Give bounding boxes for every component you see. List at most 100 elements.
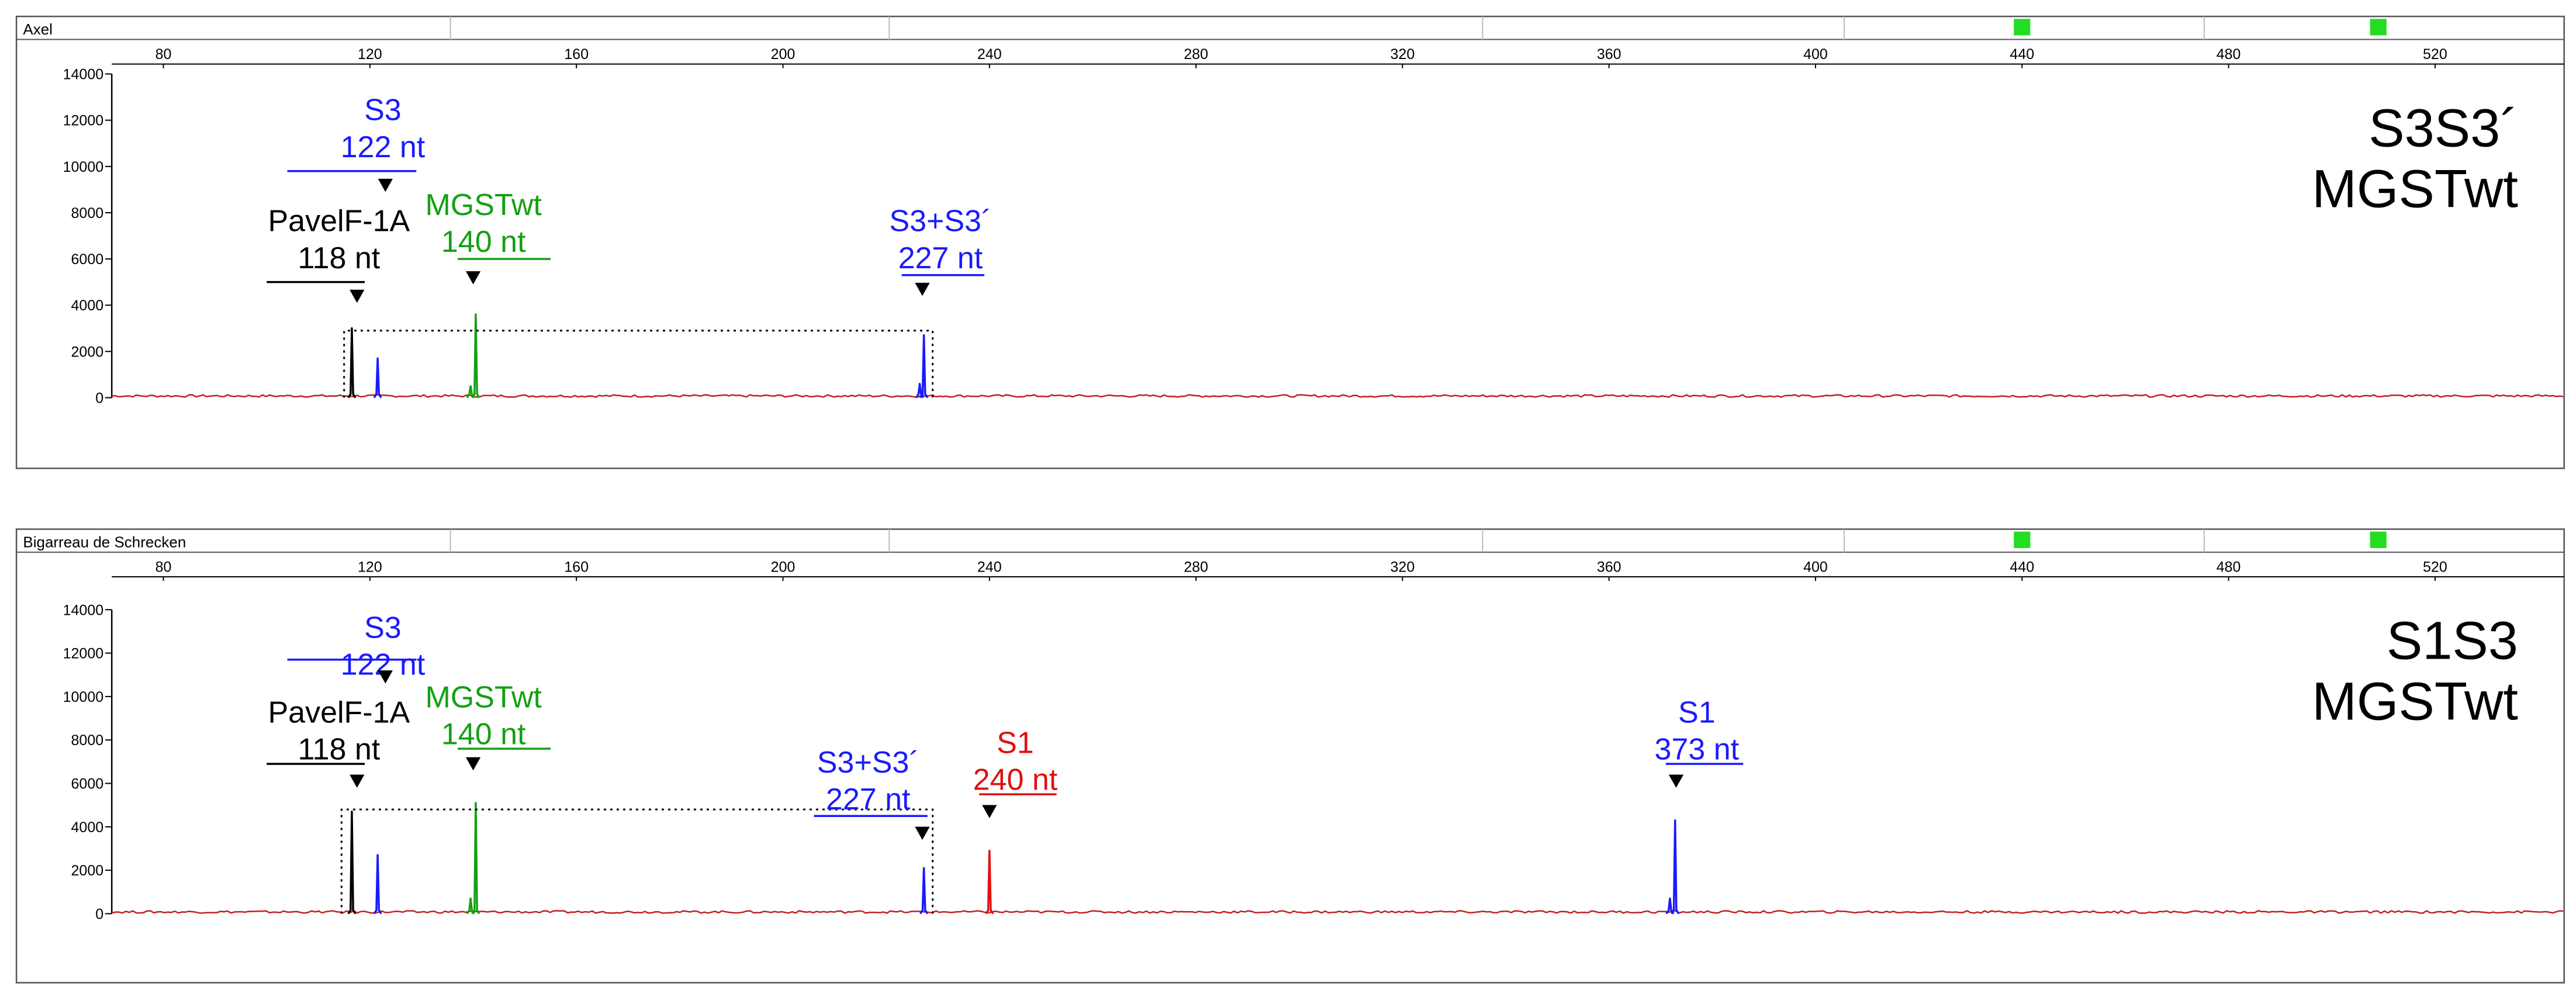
y-tick-label: 6000 bbox=[71, 251, 104, 268]
genotype-label-line2: MGSTwt bbox=[2312, 672, 2518, 732]
annotation-size: 140 nt bbox=[441, 718, 526, 752]
annotation-arrow bbox=[465, 757, 481, 771]
peak-green-2 bbox=[471, 313, 480, 399]
peak-blue-6 bbox=[1671, 819, 1680, 915]
annotation-size: 118 nt bbox=[298, 733, 380, 767]
x-tick-label: 400 bbox=[1803, 46, 1828, 63]
peak-blue-7 bbox=[1665, 897, 1675, 915]
annotation-size: 227 nt bbox=[898, 241, 983, 275]
x-tick-label: 160 bbox=[564, 46, 589, 63]
x-tick-label: 240 bbox=[977, 46, 1002, 63]
panel-frame bbox=[15, 15, 2565, 469]
annotation-size: 118 nt bbox=[298, 241, 380, 275]
peak-black-0 bbox=[347, 811, 357, 915]
peak-annotation: S1 373 nt bbox=[1655, 695, 1744, 788]
x-tick-label: 440 bbox=[2010, 46, 2034, 63]
y-tick-label: 6000 bbox=[71, 776, 104, 792]
x-tick-label: 360 bbox=[1597, 559, 1621, 576]
annotation-size: 240 nt bbox=[973, 763, 1058, 797]
x-tick-label: 320 bbox=[1391, 559, 1415, 576]
x-tick-label: 120 bbox=[358, 559, 382, 576]
annotation-size: 122 nt bbox=[341, 130, 426, 164]
x-tick-label: 160 bbox=[564, 559, 589, 576]
peak-blue-1 bbox=[373, 854, 382, 915]
annotation-size: 227 nt bbox=[826, 783, 911, 816]
annotation-label: S1 bbox=[1678, 695, 1716, 729]
annotation-label: S3+S3´ bbox=[817, 746, 919, 780]
y-tick-label: 12000 bbox=[63, 113, 104, 129]
x-tick-label: 200 bbox=[771, 559, 796, 576]
peak-annotation: PavelF-1A 118 nt bbox=[267, 695, 410, 788]
annotation-arrow bbox=[915, 826, 930, 840]
x-tick-label: 80 bbox=[155, 46, 172, 63]
peak-black-0 bbox=[347, 327, 357, 399]
x-tick-label: 520 bbox=[2423, 46, 2447, 63]
genotype-label: S1S3 bbox=[2387, 611, 2518, 671]
annotation-label: S3+S3´ bbox=[889, 205, 991, 238]
annotation-arrow bbox=[1668, 774, 1684, 788]
peak-green-3 bbox=[466, 897, 475, 915]
baseline-trace bbox=[111, 910, 2564, 914]
genotype-label: S3S3´ bbox=[2368, 98, 2518, 158]
annotation-label: S3 bbox=[364, 94, 402, 127]
y-tick-label: 10000 bbox=[63, 689, 104, 705]
peak-annotation: S3+S3´227 nt bbox=[814, 746, 930, 840]
x-tick-label: 520 bbox=[2423, 559, 2447, 576]
annotation-label: S3 bbox=[364, 611, 402, 645]
peak-blue-4 bbox=[919, 867, 929, 915]
peak-annotation: MGSTwt 140 nt bbox=[425, 680, 551, 771]
y-tick-label: 8000 bbox=[71, 205, 104, 221]
sample-name: Bigarreau de Schrecken bbox=[23, 533, 186, 551]
y-tick-label: 8000 bbox=[71, 732, 104, 749]
x-tick-label: 240 bbox=[977, 559, 1002, 576]
peak-green-2 bbox=[471, 802, 480, 915]
x-tick-label: 440 bbox=[2010, 559, 2034, 576]
x-tick-label: 480 bbox=[2217, 46, 2241, 63]
annotation-arrow bbox=[378, 178, 393, 192]
x-tick-label: 280 bbox=[1184, 559, 1208, 576]
panel-bigarreau-de-schrecken: Bigarreau de Schrecken 80 120 160 200 240 280 3… bbox=[15, 528, 2565, 984]
y-tick-label: 4000 bbox=[71, 297, 104, 314]
size-marker-1 bbox=[2370, 531, 2387, 548]
y-tick-label: 0 bbox=[95, 906, 103, 922]
x-tick-label: 320 bbox=[1391, 46, 1415, 63]
y-tick-label: 2000 bbox=[71, 344, 104, 360]
annotation-arrow bbox=[465, 271, 481, 285]
annotation-arrow bbox=[350, 289, 365, 303]
panel-axel: Axel 80 120 160 200 240 280 320 360 400 440 480 520 0… bbox=[15, 15, 2565, 469]
annotation-arrow bbox=[350, 774, 365, 788]
x-tick-label: 200 bbox=[771, 46, 796, 63]
dotted-bracket bbox=[340, 808, 934, 914]
x-tick-label: 400 bbox=[1803, 559, 1828, 576]
peak-green-3 bbox=[466, 385, 475, 399]
x-tick-label: 120 bbox=[358, 46, 382, 63]
y-tick-label: 14000 bbox=[63, 67, 104, 83]
annotation-label: PavelF-1A bbox=[268, 205, 410, 238]
annotation-arrow bbox=[378, 670, 393, 684]
annotation-label: PavelF-1A bbox=[268, 695, 410, 729]
y-tick-label: 4000 bbox=[71, 819, 104, 836]
y-tick-label: 14000 bbox=[63, 602, 104, 618]
annotation-label: S1 bbox=[997, 726, 1034, 760]
size-marker-1 bbox=[2370, 19, 2387, 36]
annotation-label: MGSTwt bbox=[425, 680, 542, 714]
y-tick-label: 10000 bbox=[63, 159, 104, 175]
peak-blue-1 bbox=[373, 357, 382, 399]
x-tick-label: 280 bbox=[1184, 46, 1208, 63]
x-tick-label: 360 bbox=[1597, 46, 1621, 63]
y-tick-label: 0 bbox=[95, 390, 103, 407]
size-marker-0 bbox=[2014, 531, 2031, 548]
annotation-size: 140 nt bbox=[441, 225, 526, 259]
sample-name: Axel bbox=[23, 20, 53, 38]
panel-frame bbox=[15, 528, 2565, 984]
x-tick-label: 80 bbox=[155, 559, 172, 576]
baseline-trace bbox=[112, 394, 2564, 398]
peak-annotation: S3+S3´227 nt bbox=[889, 205, 991, 296]
peak-red-5 bbox=[985, 849, 994, 915]
